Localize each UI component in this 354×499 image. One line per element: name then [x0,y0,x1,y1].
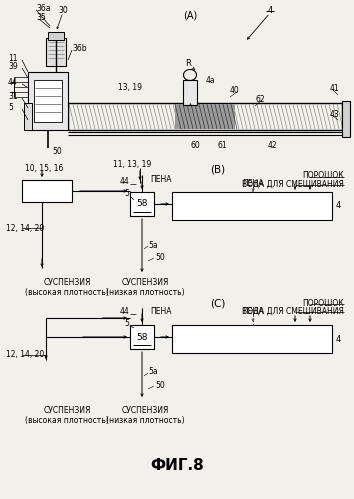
Text: ВОДА ДЛЯ СМЕШИВАНИЯ: ВОДА ДЛЯ СМЕШИВАНИЯ [242,180,344,189]
Text: СУСПЕНЗИЯ
(низкая плотность): СУСПЕНЗИЯ (низкая плотность) [106,406,184,426]
Text: ПОРОШОК: ПОРОШОК [302,298,344,307]
Text: 10, 15, 16: 10, 15, 16 [25,164,63,173]
Bar [130,325,154,349]
Text: ПЕНА: ПЕНА [242,306,264,315]
Text: 13, 19: 13, 19 [118,82,142,91]
Text: 39: 39 [8,61,18,70]
Text: 58: 58 [136,200,148,209]
Text: ФИГ.8: ФИГ.8 [150,459,204,474]
Text: 5a: 5a [148,241,158,250]
Text: ПОРОШОК: ПОРОШОК [302,172,344,181]
Text: ПЕНА: ПЕНА [242,180,264,189]
Text: 36b: 36b [72,43,87,52]
Bar [183,80,197,105]
Bar [175,104,235,129]
Text: 61: 61 [217,141,227,150]
Text: 36a: 36a [36,3,51,12]
Text: 5: 5 [124,190,129,199]
Text: СУСПЕНЗИЯ
(низкая плотность): СУСПЕНЗИЯ (низкая плотность) [106,278,184,297]
Text: ПЕНА: ПЕНА [150,175,171,184]
Text: 5: 5 [8,102,13,111]
Text: 43: 43 [330,109,340,118]
Bar [342,101,350,137]
Bar [46,38,66,66]
Bar [172,192,332,220]
Text: 30: 30 [58,5,68,14]
Text: 50: 50 [155,253,165,262]
Text: 44: 44 [119,307,129,316]
Bar [28,72,68,130]
Text: (В): (В) [210,165,225,175]
Text: (A): (A) [183,10,197,20]
Text: 40: 40 [230,85,240,94]
Text: 12, 14, 20: 12, 14, 20 [6,224,44,233]
Text: ПЕНА: ПЕНА [150,307,171,316]
Text: R: R [185,58,191,67]
Text: 31: 31 [8,91,18,100]
Bar [48,32,64,40]
Text: 44: 44 [119,178,129,187]
Text: 5a: 5a [148,367,158,377]
Text: 41: 41 [330,83,339,92]
Text: 50: 50 [52,148,62,157]
Text: 4: 4 [267,5,273,14]
Bar [22,180,72,202]
Bar [34,80,62,122]
Text: 4a: 4a [206,75,216,84]
Bar [130,192,154,216]
Text: 5: 5 [124,319,129,328]
Bar [24,103,32,130]
Text: 58: 58 [136,332,148,341]
Text: 4: 4 [336,202,341,211]
Text: 12, 14, 20: 12, 14, 20 [6,350,44,359]
Text: СУСПЕНЗИЯ
(высокая плотность): СУСПЕНЗИЯ (высокая плотность) [25,278,109,297]
Text: СУСПЕНЗИЯ
(высокая плотность): СУСПЕНЗИЯ (высокая плотность) [25,406,109,426]
Text: 50: 50 [155,382,165,391]
Text: 35: 35 [36,12,46,21]
Text: (C): (C) [210,298,226,308]
Text: 4: 4 [336,334,341,343]
Text: 62: 62 [255,94,265,103]
Text: 42: 42 [267,141,277,150]
Text: 11: 11 [8,53,17,62]
Bar [172,325,332,353]
Text: 60: 60 [190,141,200,150]
Text: ВОДА ДЛЯ СМЕШИВАНИЯ: ВОДА ДЛЯ СМЕШИВАНИЯ [242,306,344,315]
Text: 44: 44 [8,77,18,86]
Text: 11, 13, 19: 11, 13, 19 [113,161,151,170]
